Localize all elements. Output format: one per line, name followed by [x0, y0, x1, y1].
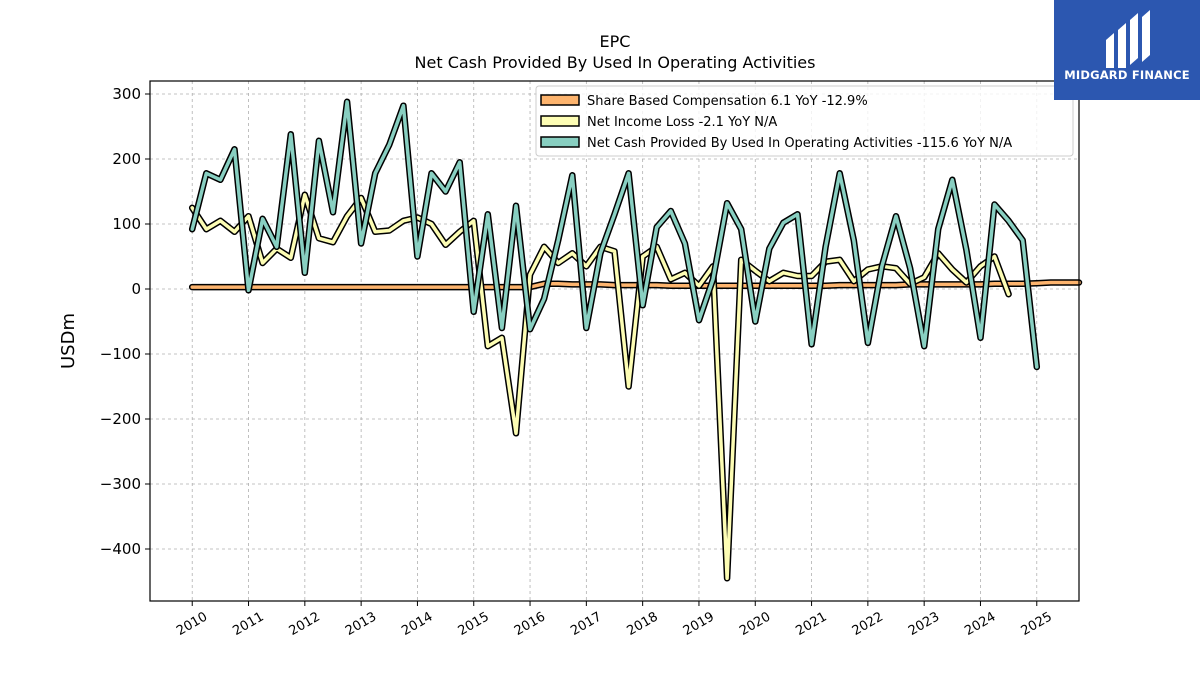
legend-label: Net Income Loss -2.1 YoY N/A	[587, 115, 777, 130]
y-tick-label: −100	[100, 345, 141, 363]
plot-frame	[149, 80, 1080, 602]
x-tick-label: 2021	[793, 609, 829, 639]
midgard-logo-icon	[1106, 10, 1150, 68]
y-tick-label: −300	[100, 475, 141, 493]
series-line	[190, 100, 1039, 369]
y-tick-label: −400	[100, 540, 141, 558]
legend-swatch	[540, 136, 580, 148]
x-tick-label: 2025	[1019, 609, 1055, 639]
y-tick-label: 0	[131, 280, 141, 298]
x-tick-label: 2019	[681, 609, 717, 639]
legend-box	[535, 85, 1074, 157]
y-axis-label: USDm	[58, 313, 79, 369]
legend-swatch	[540, 115, 580, 127]
legend-label: Net Cash Provided By Used In Operating A…	[587, 136, 1012, 151]
y-tick-label: 100	[112, 215, 141, 233]
legend: Share Based Compensation 6.1 YoY -12.9% N…	[535, 85, 1074, 157]
x-tick-label: 2016	[512, 609, 548, 639]
brand-name: MIDGARD FINANCE	[1064, 68, 1190, 82]
chart-subtitle: Net Cash Provided By Used In Operating A…	[415, 53, 816, 72]
x-tick-label: 2014	[399, 609, 435, 639]
x-axis: 2010 2011 2012 2013 2014 2015 2016 2017 2018 2019…	[174, 601, 1055, 639]
legend-swatch	[540, 94, 580, 106]
x-tick-label: 2017	[568, 609, 604, 639]
y-tick-label: 200	[112, 150, 141, 168]
series-net-cash-provided-by-used-in-operating-activities	[188, 98, 1041, 371]
x-tick-label: 2013	[343, 609, 379, 639]
x-tick-label: 2011	[230, 609, 266, 639]
grid	[150, 81, 1079, 601]
series-lines	[188, 98, 1083, 582]
x-tick-label: 2015	[456, 609, 492, 639]
y-tick-label: −200	[100, 410, 141, 428]
chart-title: EPC	[600, 32, 631, 51]
midgard-finance-logo: MIDGARD FINANCE	[1054, 0, 1200, 100]
series-share-based-compensation	[188, 279, 1083, 291]
x-tick-label: 2010	[174, 609, 210, 639]
legend-label: Share Based Compensation 6.1 YoY -12.9%	[587, 94, 868, 109]
x-tick-label: 2018	[624, 609, 660, 639]
x-tick-label: 2024	[962, 609, 998, 639]
x-tick-label: 2020	[737, 609, 773, 639]
y-axis: 300 200 100 0 −100 −200 −300 −400	[100, 85, 150, 558]
x-tick-label: 2012	[287, 609, 323, 639]
x-tick-label: 2022	[850, 609, 886, 639]
y-tick-label: 300	[112, 85, 141, 103]
x-tick-label: 2023	[906, 609, 942, 639]
